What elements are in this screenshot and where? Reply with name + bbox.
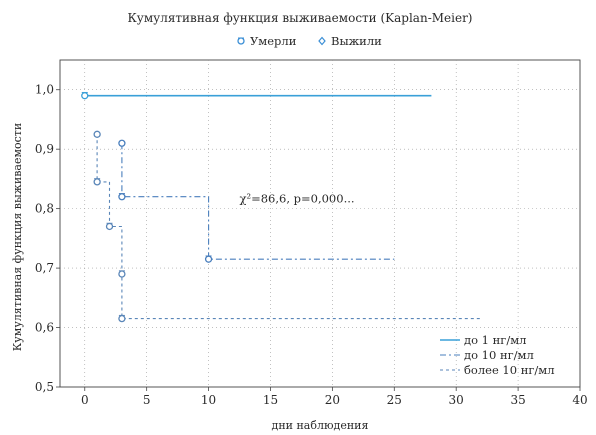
died-event-marker [118, 270, 126, 278]
y-tick-label: 0,5 [35, 380, 54, 394]
x-tick-label: 20 [325, 393, 340, 407]
survival-step-line [96, 134, 481, 320]
survived-marker-icon [318, 36, 326, 46]
died-marker-icon [237, 37, 245, 45]
died-event-marker [93, 178, 101, 186]
x-tick-label: 30 [449, 393, 464, 407]
y-tick-label: 0,9 [35, 142, 54, 156]
top-legend: Умерли Выжили [237, 34, 382, 48]
series-1 [81, 91, 432, 100]
x-tick-label: 25 [387, 393, 402, 407]
censored-marker [118, 139, 126, 147]
y-tick-label: 0,6 [35, 321, 54, 335]
died-event-marker [204, 255, 213, 263]
chart-title: Кумулятивная функция выживаемости (Kapla… [127, 11, 472, 25]
x-tick-label: 40 [572, 393, 587, 407]
y-tick-label: 1,0 [35, 83, 54, 97]
died-event-marker [118, 193, 126, 201]
survival-step-line [121, 143, 395, 260]
censored-marker [93, 130, 101, 138]
legend-entry-label: до 10 нг/мл [464, 348, 534, 362]
died-event-marker [105, 222, 114, 231]
series-3 [93, 130, 481, 323]
y-axis-label: Кумулятивная функция выживаемости [11, 123, 24, 351]
chi-square-annotation: χ²=86,6, p=0,000... [240, 192, 355, 206]
series-layer [81, 91, 481, 323]
died-event-marker [81, 92, 89, 100]
y-axis-ticks: 0,5 0,6 0,7 0,8 0,9 1,0 [35, 83, 60, 394]
legend-entry-label: более 10 нг/мл [464, 363, 555, 377]
x-axis-ticks: 0 5 10 15 20 25 30 35 40 [81, 387, 588, 407]
x-tick-label: 0 [81, 393, 89, 407]
x-tick-label: 10 [201, 393, 216, 407]
top-legend-died-label: Умерли [250, 34, 297, 48]
y-tick-label: 0,8 [35, 202, 54, 216]
x-tick-label: 35 [510, 393, 525, 407]
series-2 [118, 139, 395, 263]
x-axis-label: дни наблюдения [272, 419, 369, 432]
grid-lines [60, 60, 580, 387]
x-tick-label: 15 [263, 393, 278, 407]
top-legend-survived-label: Выжили [331, 34, 382, 48]
died-event-marker [118, 314, 126, 323]
y-tick-label: 0,7 [35, 261, 54, 275]
x-tick-label: 5 [143, 393, 151, 407]
legend-entry-label: до 1 нг/мл [464, 333, 526, 347]
plot-frame [59, 59, 581, 388]
